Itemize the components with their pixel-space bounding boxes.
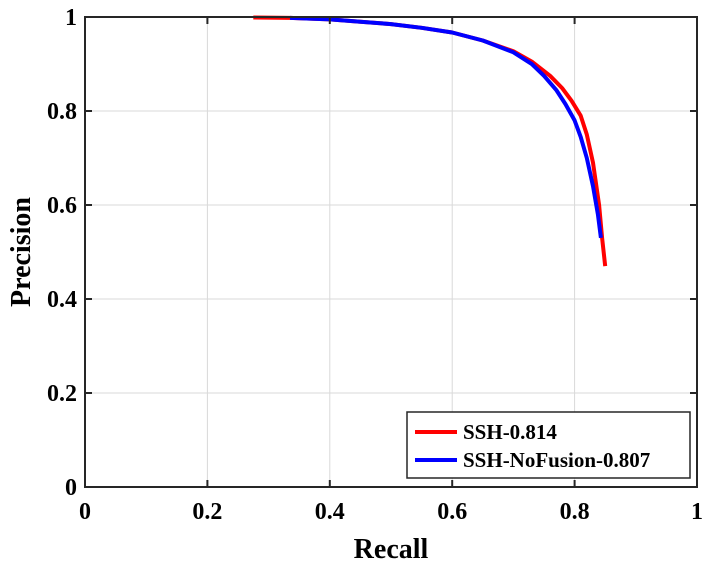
x-tick-label: 0.6 bbox=[437, 499, 467, 525]
y-axis-label: Precision bbox=[6, 197, 37, 307]
y-tick-label: 0 bbox=[65, 475, 77, 501]
y-tick-label: 0.4 bbox=[47, 287, 77, 313]
x-tick-label: 1 bbox=[691, 499, 703, 525]
x-tick-label: 0.2 bbox=[192, 499, 222, 525]
x-tick-label: 0.4 bbox=[315, 499, 345, 525]
legend-label-2: SSH-NoFusion-0.807 bbox=[463, 448, 650, 472]
plot-area bbox=[85, 17, 697, 487]
x-axis-label: Recall bbox=[354, 534, 429, 565]
legend-box bbox=[406, 411, 691, 479]
series-line-2 bbox=[289, 15, 603, 239]
y-tick-label: 1 bbox=[65, 5, 77, 31]
axes-frame bbox=[84, 16, 698, 488]
y-tick-label: 0.6 bbox=[47, 193, 77, 219]
y-tick-label: 0.2 bbox=[47, 381, 77, 407]
legend-label-1: SSH-0.814 bbox=[463, 420, 557, 444]
x-tick-label: 0.8 bbox=[560, 499, 590, 525]
x-tick-label: 0 bbox=[79, 499, 91, 525]
y-tick-label: 0.8 bbox=[47, 99, 77, 125]
